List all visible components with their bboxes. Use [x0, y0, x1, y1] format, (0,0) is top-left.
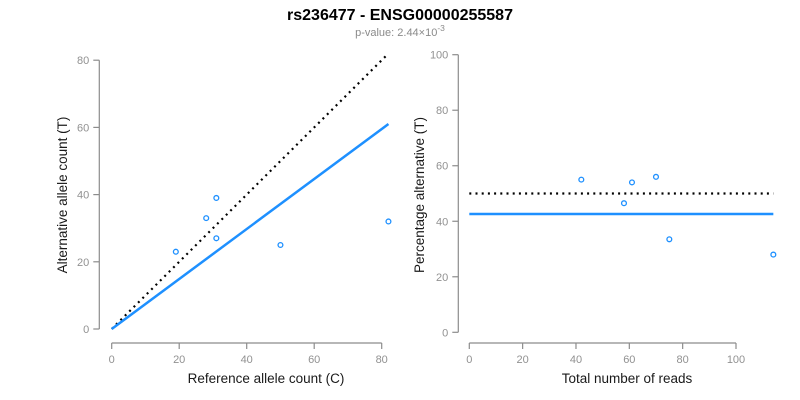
x-tick-label: 80: [376, 354, 388, 366]
x-tick-label: 100: [727, 354, 745, 366]
y-tick-label: 20: [77, 257, 89, 269]
x-tick-label: 60: [308, 354, 320, 366]
y-tick-label: 80: [77, 55, 89, 67]
data-point: [213, 194, 220, 202]
data-point: [385, 218, 392, 225]
y-tick-label: 80: [436, 105, 448, 117]
data-point: [578, 176, 585, 183]
x-tick-label: 40: [570, 354, 582, 366]
observed-fit-line: [110, 123, 390, 331]
right-panel-percentage: 0 20 40 60 80 100 0 20 40 60 80 100 Total number of …: [412, 50, 777, 386]
x-axis-title: Reference allele count (C): [188, 371, 345, 386]
left-panel-allele-counts: 0 20 40 60 80 0 20 40 60 80 Reference allele count…: [55, 52, 392, 386]
x-tick-label: 80: [677, 354, 689, 366]
y-axis-title: Percentage alternative (T): [412, 117, 427, 273]
pvalue-text: p-value: 2.44×10: [355, 27, 437, 39]
y-tick-label: 60: [436, 161, 448, 173]
data-point: [203, 215, 210, 222]
y-axis-title: Alternative allele count (T): [55, 117, 70, 274]
x-axis-title: Total number of reads: [562, 371, 693, 386]
pvalue-exponent: -3: [437, 23, 445, 33]
y-tick-label: 100: [430, 50, 448, 62]
y-tick-label: 0: [83, 324, 89, 336]
data-point: [628, 179, 636, 186]
y-tick-label: 40: [436, 216, 448, 228]
y-tick-label: 20: [436, 272, 448, 284]
x-tick-label: 20: [173, 354, 185, 366]
data-point: [652, 173, 660, 180]
y-tick-label: 40: [77, 190, 89, 202]
x-tick-label: 40: [241, 354, 253, 366]
x-tick-label: 0: [109, 354, 115, 366]
data-point: [620, 200, 628, 207]
data-point: [277, 241, 284, 249]
x-tick-label: 0: [466, 354, 472, 366]
figure-title: rs236477 - ENSG00000255587: [287, 7, 513, 24]
data-point: [666, 236, 673, 243]
data-point: [213, 235, 220, 242]
data-point: [172, 248, 179, 255]
expected-identity-line: [110, 52, 390, 330]
y-tick-label: 60: [77, 122, 89, 134]
figure-subtitle: p-value: 2.44×10-3: [355, 23, 445, 39]
x-tick-label: 60: [623, 354, 635, 366]
x-tick-label: 20: [517, 354, 529, 366]
y-tick-label: 0: [442, 327, 448, 339]
data-point: [770, 251, 777, 258]
